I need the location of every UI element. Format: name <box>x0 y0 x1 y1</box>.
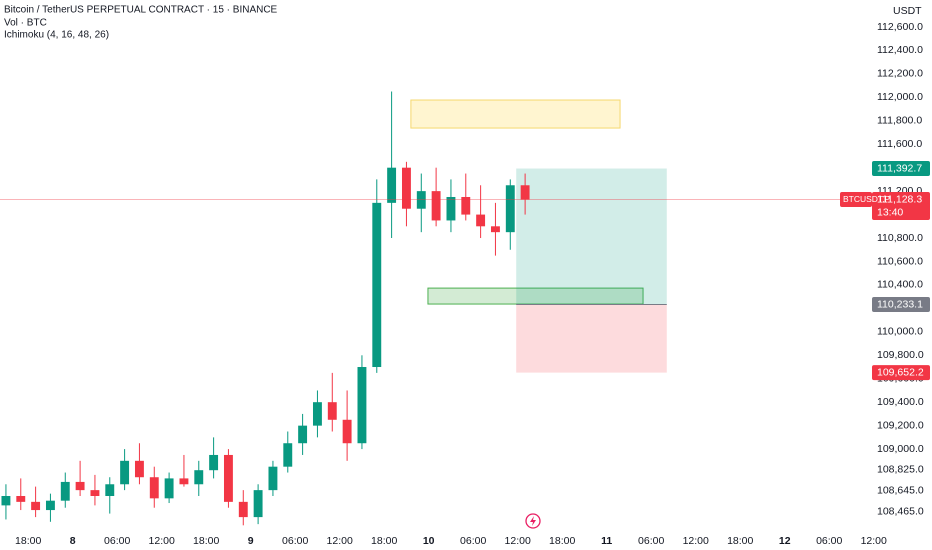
x-tick-label: 12:00 <box>861 535 887 547</box>
x-tick-label: 12 <box>779 535 791 547</box>
candle-body <box>16 495 26 502</box>
x-tick-label: 06:00 <box>816 535 842 547</box>
candle-body <box>327 402 337 420</box>
x-tick-label: 12:00 <box>505 535 531 547</box>
candle-body <box>149 477 159 499</box>
price-badge-label: 109,652.2 <box>877 366 924 378</box>
x-tick-label: 12:00 <box>683 535 709 547</box>
symbol-badge <box>840 192 872 208</box>
x-tick-label: 9 <box>248 535 254 547</box>
candle-body <box>431 191 441 221</box>
price-badge <box>872 365 930 381</box>
y-tick-label: 110,600.0 <box>877 255 923 267</box>
y-tick-label: 108,465.0 <box>877 506 924 518</box>
x-tick-label: 18:00 <box>193 535 219 547</box>
x-tick-label: 11 <box>601 535 612 547</box>
candle-body <box>312 402 322 426</box>
candle-body <box>253 490 263 518</box>
overlay: 18:00 8 06:00 12:00 18:00 9 06:00 12:00 18:00 10 0… <box>15 21 930 547</box>
candle-body <box>342 419 352 444</box>
x-tick-label: 06:00 <box>282 535 308 547</box>
icon-bolt <box>530 516 536 526</box>
y-tick-label: 108,645.0 <box>877 485 924 497</box>
candle-body <box>461 196 471 215</box>
price-badge-label: 110,233.1 <box>877 298 923 310</box>
candle-body <box>298 425 308 444</box>
candle-body <box>134 460 144 478</box>
candle-body <box>446 196 456 221</box>
y-tick-label: 112,000.0 <box>877 91 923 103</box>
price-badge <box>872 297 930 313</box>
x-tick-label: 12:00 <box>149 535 175 547</box>
candle-body <box>90 490 100 496</box>
candle-body <box>416 191 426 209</box>
candle-body <box>164 478 174 499</box>
candle-body <box>31 501 41 511</box>
candle-body <box>60 481 70 501</box>
y-tick-label: 112,400.0 <box>877 44 923 56</box>
y-tick-label: 111,800.0 <box>877 115 922 127</box>
y-tick-label: 110,000.0 <box>877 326 923 338</box>
candle-body <box>283 443 293 467</box>
y-tick-label: 109,200.0 <box>877 419 924 431</box>
candle-body <box>45 500 55 511</box>
candle-body <box>209 454 219 471</box>
candle-body <box>387 167 397 203</box>
x-tick-label: 18:00 <box>727 535 753 547</box>
candle-body <box>194 470 204 485</box>
y-tick-label: 108,825.0 <box>877 463 924 475</box>
indicator-label: Ichimoku (4, 16, 48, 26) <box>4 30 109 41</box>
candle-body <box>505 185 515 233</box>
candle-body <box>357 367 367 444</box>
x-tick-label: 8 <box>70 535 76 547</box>
symbol-label: BTCUSDT.P <box>843 194 891 204</box>
candle-body <box>179 478 189 485</box>
candle-body <box>268 466 278 491</box>
y-tick-label: 109,400.0 <box>877 396 924 408</box>
x-tick-label: 12:00 <box>327 535 353 547</box>
x-tick-label: 18:00 <box>371 535 397 547</box>
candle-body <box>223 454 233 502</box>
candle-body <box>238 501 248 518</box>
x-tick-label: 18:00 <box>15 535 41 547</box>
x-tick-label: 06:00 <box>460 535 486 547</box>
price-badge <box>872 161 930 177</box>
candle-body <box>520 185 530 200</box>
plot <box>0 91 870 526</box>
x-tick-label: 06:00 <box>638 535 664 547</box>
countdown: 13:40 <box>877 206 903 218</box>
candle-body <box>1 495 11 506</box>
candle-body <box>120 460 130 485</box>
profit-zone <box>516 168 667 305</box>
candle-body <box>476 214 486 227</box>
axis-unit: USDT <box>893 5 922 17</box>
loss-zone <box>516 304 667 373</box>
y-tick-label: 112,600.0 <box>877 21 923 33</box>
drawing-box <box>410 99 621 129</box>
x-tick-label: 10 <box>423 535 435 547</box>
y-tick-label: 109,000.0 <box>877 443 924 455</box>
x-tick-label: 06:00 <box>104 535 130 547</box>
y-tick-label: 112,200.0 <box>877 68 923 80</box>
candle-body <box>401 167 411 209</box>
lightning-icon[interactable] <box>525 513 541 529</box>
candle-body <box>490 226 500 233</box>
price-badge <box>872 192 930 221</box>
chart-title: Bitcoin / TetherUS PERPETUAL CONTRACT · … <box>4 5 278 16</box>
y-tick-label: 109,800.0 <box>877 349 924 361</box>
y-tick-label: 111,600.0 <box>877 138 922 150</box>
candle-body <box>105 484 115 496</box>
indicator-label: Vol · BTC <box>4 18 47 29</box>
icon-ring <box>525 513 541 529</box>
y-tick-label: 110,800.0 <box>877 232 923 244</box>
price-badge-label: 111,128.3 <box>877 193 922 205</box>
x-tick-label: 18:00 <box>549 535 575 547</box>
price-badge-label: 111,392.7 <box>877 162 922 174</box>
candle-body <box>75 481 85 491</box>
y-tick-label: 110,400.0 <box>877 279 923 291</box>
candle-body <box>372 202 382 368</box>
